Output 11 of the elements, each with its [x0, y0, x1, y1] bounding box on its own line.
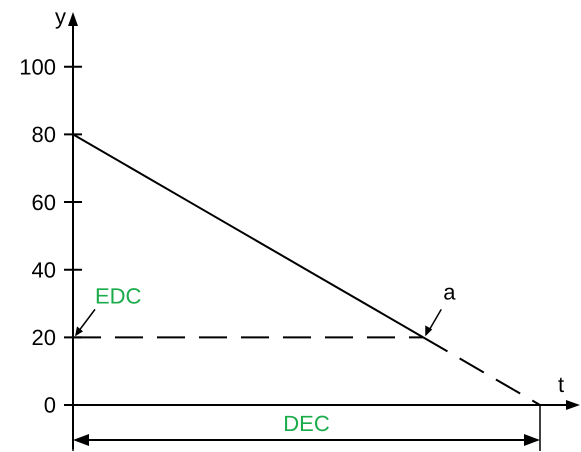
y-tick-label: 100: [19, 54, 56, 80]
y-axis-title: y: [55, 4, 66, 29]
y-tick-label: 60: [32, 190, 56, 215]
legend-label: EDC: [95, 283, 142, 308]
x-axis-title: t: [558, 372, 564, 397]
y-tick-label: 40: [32, 257, 56, 282]
annotation: a: [443, 279, 456, 304]
y-tick-label: 20: [32, 325, 56, 350]
y-tick-label: 80: [32, 122, 56, 148]
annotation: DEC: [283, 411, 330, 436]
y-tick-label: 0: [44, 392, 56, 418]
